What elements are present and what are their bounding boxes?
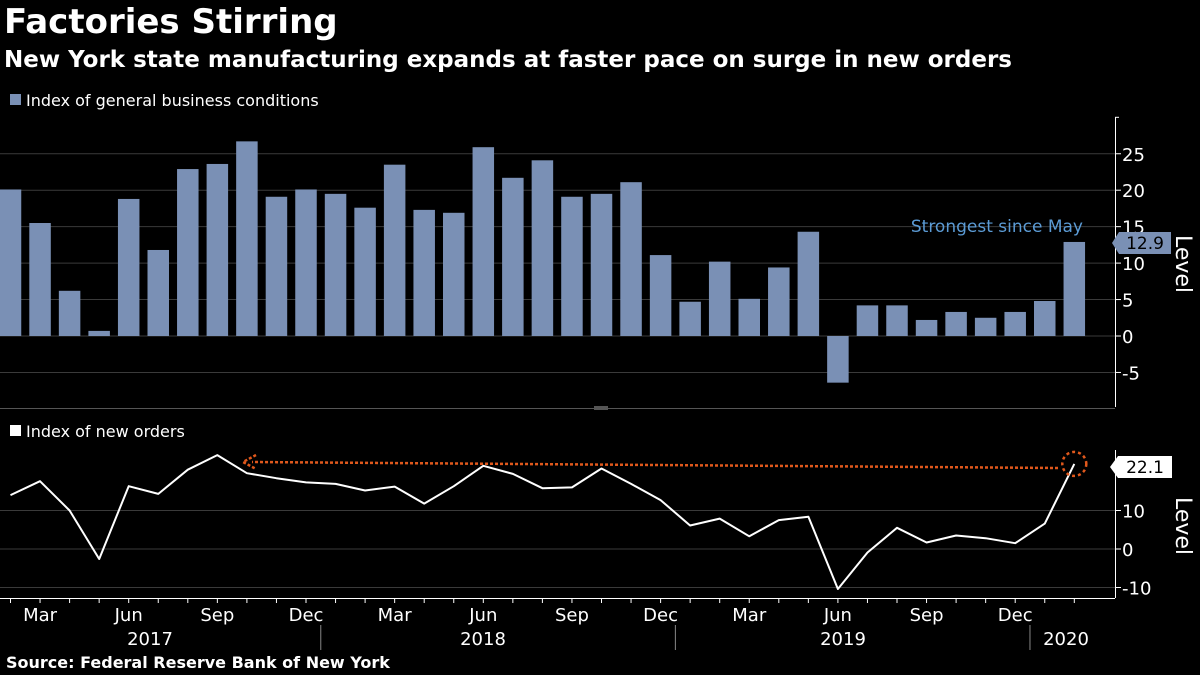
bar xyxy=(88,330,110,336)
bottom-y-axis-title: Level xyxy=(1170,497,1195,555)
x-month-label: Mar xyxy=(732,605,767,626)
strongest-annotation: Strongest since May xyxy=(911,217,1083,237)
line-series xyxy=(10,454,1076,590)
bar xyxy=(236,141,258,336)
top-y-axis-title: Level xyxy=(1170,235,1195,293)
bar xyxy=(383,164,406,336)
bar-legend-swatch xyxy=(10,94,21,105)
x-month-label: Sep xyxy=(555,605,589,626)
bar xyxy=(58,290,81,336)
top-y-tick-label: 20 xyxy=(1122,181,1145,202)
bar xyxy=(738,298,760,336)
bar xyxy=(324,193,347,336)
bar xyxy=(679,301,701,336)
bar xyxy=(354,207,376,336)
bar xyxy=(443,212,465,336)
bar xyxy=(561,196,583,336)
line-legend-swatch xyxy=(10,425,21,436)
bar-series xyxy=(0,141,1086,383)
highlight-circle xyxy=(1061,450,1088,478)
bottom-y-tick-label: 10 xyxy=(1122,502,1145,523)
x-month-label: Sep xyxy=(910,605,944,626)
x-axis: Mar Jun Sep Dec Mar Jun Sep Dec Mar Jun Sep Dec 2017… xyxy=(0,598,1115,650)
highlight-arrowhead xyxy=(240,453,257,471)
bar xyxy=(177,169,199,336)
chart-title: Factories Stirring xyxy=(4,2,338,42)
bottom-y-tick-label: 0 xyxy=(1122,540,1133,561)
x-month-label: Dec xyxy=(289,605,324,626)
bar xyxy=(974,317,997,336)
latest-bar-value: 12.9 xyxy=(1126,234,1164,254)
bar xyxy=(502,177,524,336)
bar xyxy=(856,305,879,336)
bar-legend-label: Index of general business conditions xyxy=(26,91,319,110)
bar xyxy=(708,261,731,336)
line-legend-label: Index of new orders xyxy=(26,422,185,441)
bar xyxy=(1063,241,1086,336)
bottom-y-ticks: -10 0 10 xyxy=(1115,471,1151,600)
bar xyxy=(945,311,967,336)
bar xyxy=(117,198,140,336)
x-month-label: Sep xyxy=(200,605,234,626)
x-year-label: 2017 xyxy=(127,629,173,650)
chart-subtitle: New York state manufacturing expands at … xyxy=(4,47,1012,73)
bar xyxy=(590,193,613,336)
bar xyxy=(472,147,495,336)
bar xyxy=(1004,311,1026,336)
bar xyxy=(531,160,554,336)
bar xyxy=(915,319,938,336)
top-y-tick-label: 0 xyxy=(1122,327,1133,348)
panel-resize-handle[interactable] xyxy=(594,406,608,410)
bar xyxy=(827,336,849,383)
x-month-label: Jun xyxy=(114,605,143,626)
latest-line-value: 22.1 xyxy=(1126,458,1164,478)
source-note: Source: Federal Reserve Bank of New York xyxy=(6,653,390,672)
top-y-tick-label: 5 xyxy=(1122,291,1133,312)
bar xyxy=(206,163,229,336)
bar xyxy=(649,255,672,336)
bar xyxy=(413,209,435,336)
bar xyxy=(797,231,820,336)
bar xyxy=(620,182,642,336)
bar xyxy=(768,267,790,336)
top-y-tick-label: 25 xyxy=(1122,145,1145,166)
highlight-overlay xyxy=(240,450,1088,478)
bar xyxy=(29,223,51,336)
new-orders-line xyxy=(10,454,1076,590)
x-year-label: 2020 xyxy=(1043,629,1089,650)
bottom-gridlines xyxy=(0,510,1115,588)
bar xyxy=(295,189,317,336)
x-month-label: Dec xyxy=(643,605,678,626)
top-y-tick-label: 10 xyxy=(1122,254,1145,275)
x-year-label: 2018 xyxy=(460,629,506,650)
top-y-tick-label: -5 xyxy=(1122,363,1140,384)
bar xyxy=(265,196,288,336)
x-month-label: Jun xyxy=(468,605,497,626)
bar xyxy=(0,189,22,336)
bottom-y-tick-label: -10 xyxy=(1122,579,1151,600)
bar xyxy=(147,249,169,336)
bar xyxy=(886,305,908,336)
highlight-arrow-shaft xyxy=(251,460,1059,470)
x-month-label: Dec xyxy=(998,605,1033,626)
latest-bar-value-tag xyxy=(1112,232,1171,254)
x-month-label: Mar xyxy=(378,605,413,626)
x-month-label: Mar xyxy=(23,605,58,626)
x-month-label: Jun xyxy=(823,605,852,626)
latest-line-value-tag xyxy=(1110,456,1172,478)
bar xyxy=(1034,301,1056,336)
x-year-label: 2019 xyxy=(820,629,866,650)
